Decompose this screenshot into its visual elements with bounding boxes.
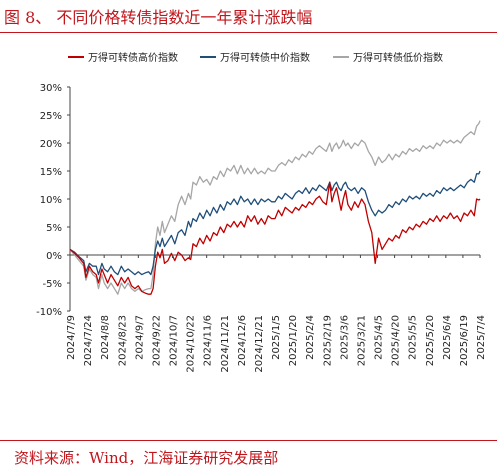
y-tick-label: 10% — [40, 195, 62, 206]
line-chart: 万得可转债高价指数 万得可转债中价指数 万得可转债低价指数 -10% -5% 0% 5% 1… — [36, 51, 487, 373]
y-tick-label: 15% — [40, 167, 62, 178]
x-tick-label: 2024/10/7 — [169, 315, 180, 366]
y-tick-label: 20% — [40, 139, 62, 150]
x-tick-label: 2024/9/22 — [151, 315, 162, 366]
legend-label-0: 万得可转债高价指数 — [88, 51, 178, 64]
x-tick-label: 2025/4/5 — [374, 315, 385, 360]
legend-label-2: 万得可转债低价指数 — [353, 51, 443, 64]
series-line-0 — [69, 181, 481, 295]
legend-label-1: 万得可转债中价指数 — [220, 51, 310, 64]
axes — [69, 87, 480, 311]
x-tick-label: 2024/10/22 — [186, 315, 197, 373]
x-tick-label: 2025/6/19 — [459, 315, 470, 366]
y-tick-label: -5% — [43, 279, 62, 290]
x-tick-label: 2025/5/20 — [425, 315, 436, 366]
x-tick-label: 2024/11/21 — [220, 315, 231, 373]
x-tick-label: 2025/1/20 — [288, 315, 299, 366]
x-tick-label: 2024/11/6 — [203, 315, 214, 366]
x-tick-label: 2024/7/24 — [83, 315, 94, 366]
x-tick-label: 2025/3/6 — [339, 315, 350, 360]
title-divider — [0, 32, 497, 33]
x-tick-label: 2025/3/21 — [356, 315, 367, 366]
y-tick-label: -10% — [36, 307, 62, 318]
y-axis: -10% -5% 0% 5% 10% 15% 20% 25% 30% — [36, 83, 70, 318]
x-tick-label: 2024/12/21 — [254, 315, 265, 373]
y-tick-label: 5% — [46, 223, 62, 234]
x-tick-label: 2025/6/4 — [442, 315, 453, 360]
x-tick-label: 2025/1/5 — [271, 315, 282, 360]
series-lines — [69, 120, 481, 295]
figure-title: 图 8、 不同价格转债指数近一年累计涨跌幅 — [4, 8, 313, 27]
y-tick-label: 25% — [40, 111, 62, 122]
source-divider — [0, 440, 497, 441]
legend: 万得可转债高价指数 万得可转债中价指数 万得可转债低价指数 — [68, 51, 443, 64]
y-tick-label: 30% — [40, 83, 62, 94]
x-tick-label: 2024/8/23 — [117, 315, 128, 366]
x-tick-label: 2025/2/19 — [322, 315, 333, 366]
x-axis: 2024/7/9 2024/7/24 2024/8/8 2024/8/23 2024/9… — [66, 255, 487, 373]
series-line-2 — [69, 120, 481, 295]
x-tick-label: 2024/9/7 — [134, 315, 145, 360]
x-tick-label: 2025/5/5 — [408, 315, 419, 360]
x-tick-label: 2024/8/8 — [100, 315, 111, 360]
x-tick-label: 2024/7/9 — [66, 315, 77, 360]
series-line-1 — [69, 170, 481, 276]
x-tick-label: 2025/2/4 — [305, 315, 316, 360]
y-tick-label: 0% — [46, 251, 62, 262]
source-note: 资料来源：Wind，江海证券研究发展部 — [14, 449, 279, 467]
x-tick-label: 2025/7/4 — [476, 315, 487, 360]
x-tick-label: 2024/12/6 — [237, 315, 248, 366]
x-tick-label: 2025/4/20 — [391, 315, 402, 366]
